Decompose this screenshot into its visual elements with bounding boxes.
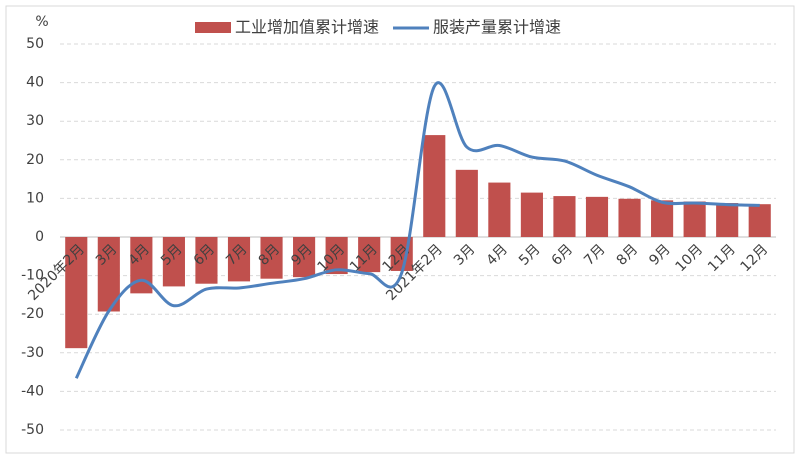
bar [162,237,185,287]
bar [488,182,511,237]
x-tick-label: 10月 [672,241,706,275]
y-tick-label: 30 [26,113,44,129]
y-tick-label: -40 [21,383,44,399]
legend-label: 工业增加值累计增速 [235,18,379,37]
x-tick-label: 11月 [705,241,739,275]
y-tick-label: 10 [26,190,44,206]
bar [585,196,609,237]
unit-label: % [35,14,48,30]
x-tick-label: 5月 [516,241,544,269]
bar [716,203,739,237]
bar [520,192,543,237]
chart-border [5,5,795,454]
x-tick-label: 8月 [614,241,642,269]
y-tick-label: 0 [35,229,44,245]
legend-swatch [195,22,231,33]
y-tick-label: -30 [21,345,44,361]
bar [455,169,478,237]
bar [227,237,251,282]
bar [97,237,120,312]
legend-label: 服装产量累计增速 [433,18,561,37]
bar [325,237,348,275]
bar [260,237,283,279]
bar [130,237,153,294]
y-tick-label: 50 [26,36,44,52]
bar [195,237,218,284]
x-tick-label: 3月 [451,241,479,269]
x-tick-label: 6月 [549,241,577,269]
x-tick-label: 4月 [483,241,511,269]
bar [651,200,674,237]
line [74,81,760,379]
y-tick-label: -50 [21,422,44,438]
x-tick-label: 9月 [646,241,674,269]
bar [618,198,641,237]
y-tick-label: -10 [21,268,44,284]
bar [65,237,88,349]
bar [423,135,446,237]
x-tick-label: 12月 [738,241,772,275]
y-tick-label: -20 [21,306,44,322]
bar [553,196,576,237]
bar [748,204,771,237]
x-tick-label: 7月 [581,241,609,269]
y-tick-label: 40 [26,75,44,91]
y-tick-label: 20 [26,152,44,168]
bar [683,201,706,237]
bar [293,237,316,278]
bar [358,237,381,273]
